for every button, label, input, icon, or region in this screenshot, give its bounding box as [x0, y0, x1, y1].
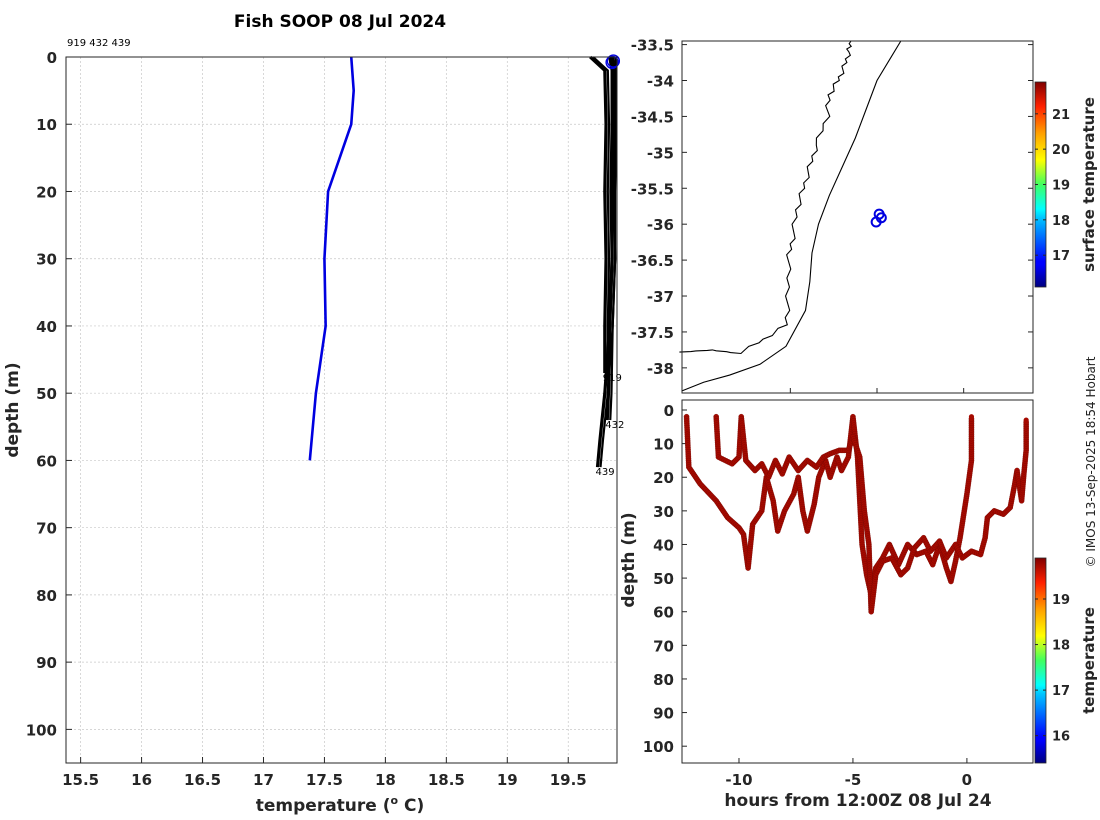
- profile-y-tick-label: 30: [36, 251, 57, 269]
- profile-y-tick-label: 0: [47, 49, 57, 67]
- profile-line-439-shadow: [599, 56, 618, 468]
- temperature-colorbar-tick-label: 19: [1052, 593, 1070, 608]
- timeseries-y-tick-label: 60: [653, 604, 674, 622]
- surface-marker: [606, 54, 621, 68]
- profile-end-label-439: 439: [595, 467, 614, 478]
- timeseries-y-tick-label: 0: [664, 402, 674, 420]
- profile-y-tick-label: 20: [36, 183, 57, 201]
- surface-temperature-colorbar-tick-label: 19: [1052, 179, 1070, 194]
- map-y-tick-label: -36.5: [631, 252, 674, 270]
- temperature-colorbar-tick-label: 17: [1052, 684, 1070, 699]
- profile-y-tick-label: 50: [36, 385, 57, 403]
- timeseries-tick-labels: -10 -5 0 0 10 20 30 40 50 60 70 80 90 100: [643, 402, 972, 789]
- timeseries-y-tick-label: 80: [653, 671, 674, 689]
- surface-temperature-colorbar-tick-label: 20: [1052, 143, 1070, 158]
- profile-x-tick-label: 16.5: [184, 771, 221, 789]
- timeseries-x-tick-label: -5: [845, 771, 862, 789]
- coastline-line: [679, 40, 853, 355]
- profile-line-919: [589, 55, 608, 374]
- timeseries-y-tick-label: 20: [653, 469, 674, 487]
- timeseries-x-tick-label: -10: [725, 771, 752, 789]
- figure-title: Fish SOOP 08 Jul 2024: [234, 12, 446, 32]
- profile-x-tick-label: 18.5: [428, 771, 465, 789]
- profile-x-tick-label: 18: [375, 771, 396, 789]
- profile-x-tick-label: 15.5: [62, 771, 99, 789]
- profile-y-tick-label: 90: [36, 654, 57, 672]
- map-y-tick-label: -35.5: [631, 180, 674, 198]
- profile-y-tick-label: 10: [36, 116, 57, 134]
- surface-temperature-colorbar-tick-label: 17: [1052, 249, 1070, 264]
- profile-y-tick-label: 70: [36, 520, 57, 538]
- surface-temperature-colorbar-label: surface temperature: [1080, 97, 1098, 272]
- profile-tick-labels: 15.5 16 16.5 17 17.5 18 18.5 19 19.5 0 10 20 30 40 50 6…: [26, 49, 587, 789]
- timeseries-points: [683, 413, 1029, 615]
- profile-y-tick-label: 100: [26, 721, 57, 739]
- temperature-colorbar-tick-label: 18: [1052, 639, 1070, 654]
- map-y-tick-label: -35: [647, 144, 674, 162]
- profile-x-tick-label: 19: [497, 771, 518, 789]
- shelf-edge-line: [681, 40, 902, 392]
- profile-axes-frame: [65, 56, 618, 764]
- climatology-profile-line: [308, 56, 355, 461]
- credit-text: © IMOS 13-Sep-2025 18:54 Hobart: [1084, 356, 1098, 567]
- profile-y-tick-label: 80: [36, 587, 57, 605]
- timeseries-axes-frame: [681, 399, 1034, 764]
- map-y-tick-label: -37: [647, 288, 674, 306]
- map-panel: -33.5 -34 -34.5 -35 -35.5 -36 -36.5 -37 -37.5 -38…: [631, 37, 1098, 419]
- profile-y-tick-label: 60: [36, 452, 57, 470]
- profile-x-tick-label: 17: [253, 771, 274, 789]
- timeseries-y-tick-label: 100: [643, 738, 674, 756]
- profile-xlabel: temperature (o C): [256, 794, 425, 816]
- surface-temperature-colorbar: 17 18 19 20 21 surface temperature: [1034, 81, 1098, 288]
- surface-temperature-colorbar-tick-label: 21: [1052, 108, 1070, 123]
- timeseries-y-tick-label: 30: [653, 503, 674, 521]
- profile-grid: [66, 56, 617, 763]
- timeseries-y-tick-label: 70: [653, 637, 674, 655]
- timeseries-y-tick-label: 90: [653, 705, 674, 723]
- timeseries-y-tick-label: 40: [653, 536, 674, 554]
- map-tick-labels: -33.5 -34 -34.5 -35 -35.5 -36 -36.5 -37 -37.5 -38…: [631, 37, 1033, 419]
- profile-panel: 15.5 16 16.5 17 17.5 18 18.5 19 19.5 0 10 20 30 40 50 6…: [3, 49, 624, 816]
- timeseries-panel: -10 -5 0 0 10 20 30 40 50 60 70 80 90 100 hours from …: [619, 399, 1098, 811]
- profile-ylabel: depth (m): [3, 362, 23, 457]
- profile-position-marker: [870, 216, 882, 228]
- profile-x-tick-label: 16: [131, 771, 152, 789]
- surface-marker: [605, 55, 619, 70]
- timeseries-xlabel: hours from 12:00Z 08 Jul 24: [724, 791, 991, 811]
- timeseries-y-tick-label: 10: [653, 436, 674, 454]
- timeseries-point: [968, 414, 975, 420]
- profile-x-tick-label: 19.5: [550, 771, 587, 789]
- temperature-colorbar: 16 17 18 19 temperature: [1034, 557, 1098, 764]
- timeseries-x-tick-label: 0: [962, 771, 972, 789]
- temperature-colorbar-label: temperature: [1080, 607, 1098, 714]
- temperature-colorbar-tick-label: 16: [1052, 730, 1070, 745]
- profile-line-439: [595, 56, 615, 468]
- timeseries-point: [1023, 417, 1029, 423]
- map-y-tick-label: -38: [647, 360, 674, 378]
- map-y-tick-label: -34: [647, 73, 674, 91]
- map-y-tick-label: -33.5: [631, 37, 674, 55]
- map-y-tick-label: -37.5: [631, 324, 674, 342]
- map-lines: [679, 40, 902, 392]
- map-y-tick-label: -36: [647, 216, 674, 234]
- profile-line-919-shadow: [592, 56, 611, 374]
- profile-y-tick-label: 40: [36, 318, 57, 336]
- surface-temperature-colorbar-tick-label: 18: [1052, 214, 1070, 229]
- map-y-tick-label: -34.5: [631, 108, 674, 126]
- profile-ids-label: 919 432 439: [67, 38, 131, 49]
- profile-x-tick-label: 17.5: [306, 771, 343, 789]
- profile-end-label-432: 432: [605, 420, 624, 431]
- timeseries-ylabel: depth (m): [619, 512, 639, 607]
- map-axes-frame: [681, 40, 1034, 394]
- temperature-colorbar-gradient: [1034, 557, 1047, 764]
- timeseries-y-tick-label: 50: [653, 570, 674, 588]
